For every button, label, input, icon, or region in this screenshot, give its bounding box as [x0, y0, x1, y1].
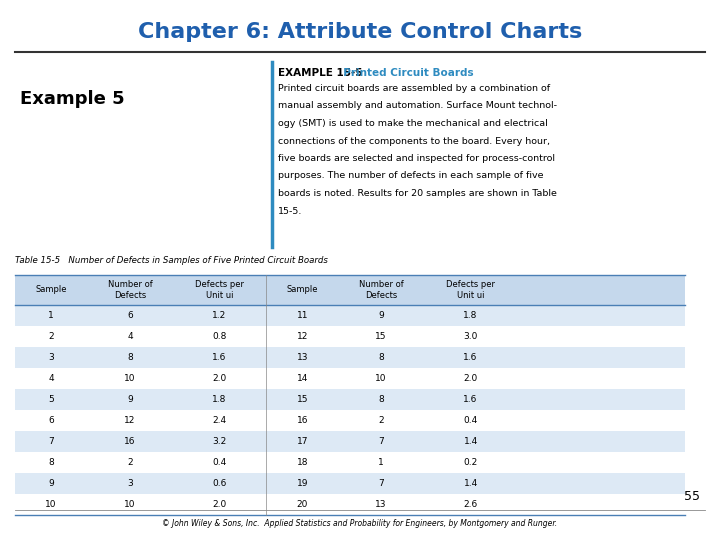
Text: 1.8: 1.8 [212, 395, 227, 404]
Text: 1.4: 1.4 [464, 437, 478, 446]
Text: 2.0: 2.0 [464, 374, 478, 383]
Text: 55: 55 [684, 490, 700, 503]
Text: 0.6: 0.6 [212, 479, 227, 488]
Text: 10: 10 [124, 374, 135, 383]
Text: 3.2: 3.2 [212, 437, 227, 446]
Bar [15, 452, 685, 473]
Text: 8: 8 [378, 395, 384, 404]
Text: 12: 12 [125, 416, 135, 425]
Text: ogy (SMT) is used to make the mechanical and electrical: ogy (SMT) is used to make the mechanical… [278, 119, 548, 128]
Text: Chapter 6: Attribute Control Charts: Chapter 6: Attribute Control Charts [138, 22, 582, 42]
Text: 2: 2 [378, 416, 384, 425]
Text: 16: 16 [124, 437, 135, 446]
Text: 10: 10 [45, 500, 57, 509]
Text: 2: 2 [127, 458, 132, 467]
Text: 2.0: 2.0 [212, 374, 227, 383]
Text: Printed circuit boards are assembled by a combination of: Printed circuit boards are assembled by … [278, 84, 550, 93]
Text: 8: 8 [127, 353, 132, 362]
Text: boards is noted. Results for 20 samples are shown in Table: boards is noted. Results for 20 samples … [278, 189, 557, 198]
Text: 1: 1 [378, 458, 384, 467]
Bar [15, 494, 685, 515]
Text: 10: 10 [375, 374, 387, 383]
Text: 6: 6 [127, 311, 132, 320]
Text: 1.6: 1.6 [464, 395, 478, 404]
Text: 6: 6 [48, 416, 54, 425]
Text: EXAMPLE 15-5: EXAMPLE 15-5 [278, 68, 362, 78]
Text: 8: 8 [378, 353, 384, 362]
Bar [15, 368, 685, 389]
Text: 0.4: 0.4 [464, 416, 478, 425]
Text: 11: 11 [297, 311, 308, 320]
Text: 13: 13 [297, 353, 308, 362]
Bar [15, 431, 685, 452]
Text: © John Wiley & Sons, Inc.  Applied Statistics and Probability for Engineers, by : © John Wiley & Sons, Inc. Applied Statis… [163, 519, 557, 529]
Text: five boards are selected and inspected for process-control: five boards are selected and inspected f… [278, 154, 555, 163]
Text: Defects per
Unit ui: Defects per Unit ui [195, 280, 244, 300]
Text: 1.4: 1.4 [464, 479, 478, 488]
Text: 2.4: 2.4 [212, 416, 226, 425]
Text: 1: 1 [48, 311, 54, 320]
Text: 3.0: 3.0 [464, 332, 478, 341]
Text: 1.2: 1.2 [212, 311, 227, 320]
Text: 9: 9 [48, 479, 54, 488]
Bar [15, 473, 685, 494]
Text: 14: 14 [297, 374, 308, 383]
Text: 2.6: 2.6 [464, 500, 478, 509]
Bar [15, 305, 685, 326]
Text: 5: 5 [48, 395, 54, 404]
Text: 19: 19 [297, 479, 308, 488]
Text: 1.6: 1.6 [212, 353, 227, 362]
Bar [15, 347, 685, 368]
Text: Sample: Sample [287, 286, 318, 294]
Text: 8: 8 [48, 458, 54, 467]
Text: 1.6: 1.6 [464, 353, 478, 362]
Text: 15: 15 [297, 395, 308, 404]
Text: 16: 16 [297, 416, 308, 425]
Text: 9: 9 [127, 395, 132, 404]
Text: purposes. The number of defects in each sample of five: purposes. The number of defects in each … [278, 172, 544, 180]
Text: 2.0: 2.0 [212, 500, 227, 509]
Bar [15, 326, 685, 347]
Text: 7: 7 [378, 437, 384, 446]
Text: 18: 18 [297, 458, 308, 467]
Text: 4: 4 [127, 332, 132, 341]
Text: 13: 13 [375, 500, 387, 509]
Text: 0.2: 0.2 [464, 458, 478, 467]
Text: 3: 3 [48, 353, 54, 362]
Bar [15, 389, 685, 410]
Text: 1.8: 1.8 [464, 311, 478, 320]
Text: 7: 7 [48, 437, 54, 446]
Bar [15, 410, 685, 431]
Text: connections of the components to the board. Every hour,: connections of the components to the boa… [278, 137, 550, 145]
Text: manual assembly and automation. Surface Mount technol-: manual assembly and automation. Surface … [278, 102, 557, 111]
Text: Example 5: Example 5 [20, 90, 125, 108]
Text: 20: 20 [297, 500, 308, 509]
Text: 10: 10 [124, 500, 135, 509]
Text: 2: 2 [48, 332, 54, 341]
Text: 3: 3 [127, 479, 132, 488]
Text: 4: 4 [48, 374, 54, 383]
Text: 15-5.: 15-5. [278, 206, 302, 215]
Text: Number of
Defects: Number of Defects [359, 280, 403, 300]
Text: 15: 15 [375, 332, 387, 341]
Text: 0.8: 0.8 [212, 332, 227, 341]
Text: 0.4: 0.4 [212, 458, 227, 467]
Bar [15, 275, 685, 305]
Text: Sample: Sample [35, 286, 67, 294]
Text: Number of
Defects: Number of Defects [107, 280, 153, 300]
Text: 17: 17 [297, 437, 308, 446]
Text: 7: 7 [378, 479, 384, 488]
Text: Table 15-5   Number of Defects in Samples of Five Printed Circuit Boards: Table 15-5 Number of Defects in Samples … [15, 256, 328, 265]
Text: Defects per
Unit ui: Defects per Unit ui [446, 280, 495, 300]
Text: Printed Circuit Boards: Printed Circuit Boards [336, 68, 474, 78]
Text: 9: 9 [378, 311, 384, 320]
Text: 12: 12 [297, 332, 308, 341]
